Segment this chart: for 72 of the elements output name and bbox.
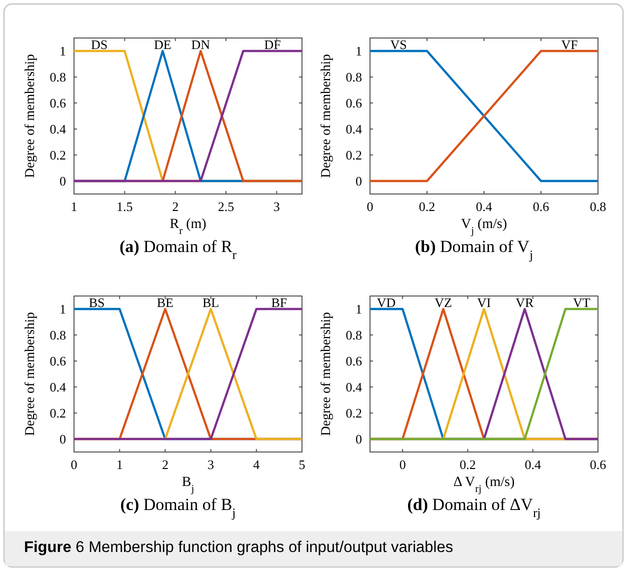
y-tick-label: 1 [60, 44, 66, 58]
y-axis-title: Degree of membership [22, 54, 37, 178]
y-tick-label: 0.4 [50, 122, 66, 136]
x-axis-title: Δ V$_{rj}$ (m/s) [453, 475, 515, 494]
y-tick-label: 0 [356, 432, 362, 446]
x-tick-label: 0.2 [460, 457, 476, 472]
series-label: DE [154, 37, 172, 52]
x-tick-label: 1 [70, 199, 78, 214]
text: (a) Domain of R$_{r}$ [119, 237, 238, 262]
x-tick-label: 0.4 [476, 199, 493, 214]
series-label: DS [91, 37, 108, 52]
y-axis-title: Degree of membership [318, 312, 333, 436]
series-label: BE [156, 295, 174, 310]
series-label: DF [264, 37, 281, 52]
y-tick-label: 0.4 [50, 380, 66, 394]
x-tick-label: 3 [208, 457, 214, 472]
x-tick-label: 0.6 [532, 199, 550, 214]
series-label: BL [202, 295, 220, 310]
y-tick-label: 0.8 [50, 70, 66, 84]
series-label: VS [390, 37, 407, 52]
y-axis-title: Degree of membership [318, 54, 333, 178]
x-tick-label: 2 [172, 199, 179, 214]
y-axis-title: Degree of membership [22, 312, 37, 436]
x-tick-label: 0.2 [418, 199, 436, 214]
series-label: VT [573, 295, 590, 310]
y-tick-label: 1 [356, 302, 362, 316]
series-label: VD [376, 295, 396, 310]
y-tick-label: 0.6 [346, 354, 362, 368]
y-tick-label: 0.6 [346, 96, 362, 110]
x-axis-title: V$_{j}$ (m/s) [460, 217, 508, 236]
series-label: BS [88, 295, 105, 310]
x-tick-label: 4 [253, 457, 260, 472]
y-tick-label: 0.2 [50, 148, 66, 162]
y-tick-label: 0 [356, 174, 362, 188]
y-tick-label: 0 [60, 432, 66, 446]
x-tick-label: 1.5 [116, 199, 133, 214]
text: (c) Domain of B$_{j}$ [120, 495, 236, 520]
y-tick-label: 0.2 [346, 148, 362, 162]
x-tick-label: 0.6 [590, 457, 607, 472]
y-tick-label: 0 [60, 174, 66, 188]
x-tick-label: 2.5 [218, 199, 234, 214]
y-tick-label: 0.8 [346, 70, 362, 84]
x-tick-label: 0 [366, 199, 374, 214]
x-tick-label: 0 [399, 457, 406, 472]
x-axis-title: B$_{j}$ [182, 475, 194, 494]
x-tick-label: 0 [70, 457, 78, 472]
caption: Figure 6 Membership function graphs of input/output variables [24, 539, 454, 556]
text: (d) Domain of ΔV$_{rj}$ [407, 495, 541, 520]
x-tick-label: 0.4 [524, 457, 542, 472]
y-tick-label: 0.2 [50, 406, 66, 420]
y-tick-label: 0.8 [50, 328, 66, 342]
x-tick-label: 5 [298, 457, 306, 472]
x-tick-label: 3 [273, 199, 280, 214]
y-tick-label: 0.4 [346, 380, 362, 394]
series-label: DN [191, 37, 211, 52]
y-tick-label: 0.2 [346, 406, 362, 420]
y-tick-label: 1 [356, 44, 362, 58]
y-tick-label: 0.6 [50, 96, 66, 110]
x-tick-label: 2 [162, 457, 168, 472]
y-tick-label: 0.4 [346, 122, 362, 136]
series-label: VR [516, 295, 534, 310]
y-tick-label: 0.8 [346, 328, 362, 342]
text: (b) Domain of V$_{j}$ [415, 237, 533, 262]
y-tick-label: 0.6 [50, 354, 66, 368]
series-label: BF [271, 295, 288, 310]
series-label: VZ [434, 295, 452, 310]
x-tick-label: 0.8 [590, 199, 606, 214]
x-tick-label: 1 [116, 457, 123, 472]
series-label: VI [477, 295, 491, 310]
y-tick-label: 1 [60, 302, 66, 316]
x-axis-title: R$_{r}$ (m) [170, 217, 207, 236]
series-label: VF [561, 37, 578, 52]
